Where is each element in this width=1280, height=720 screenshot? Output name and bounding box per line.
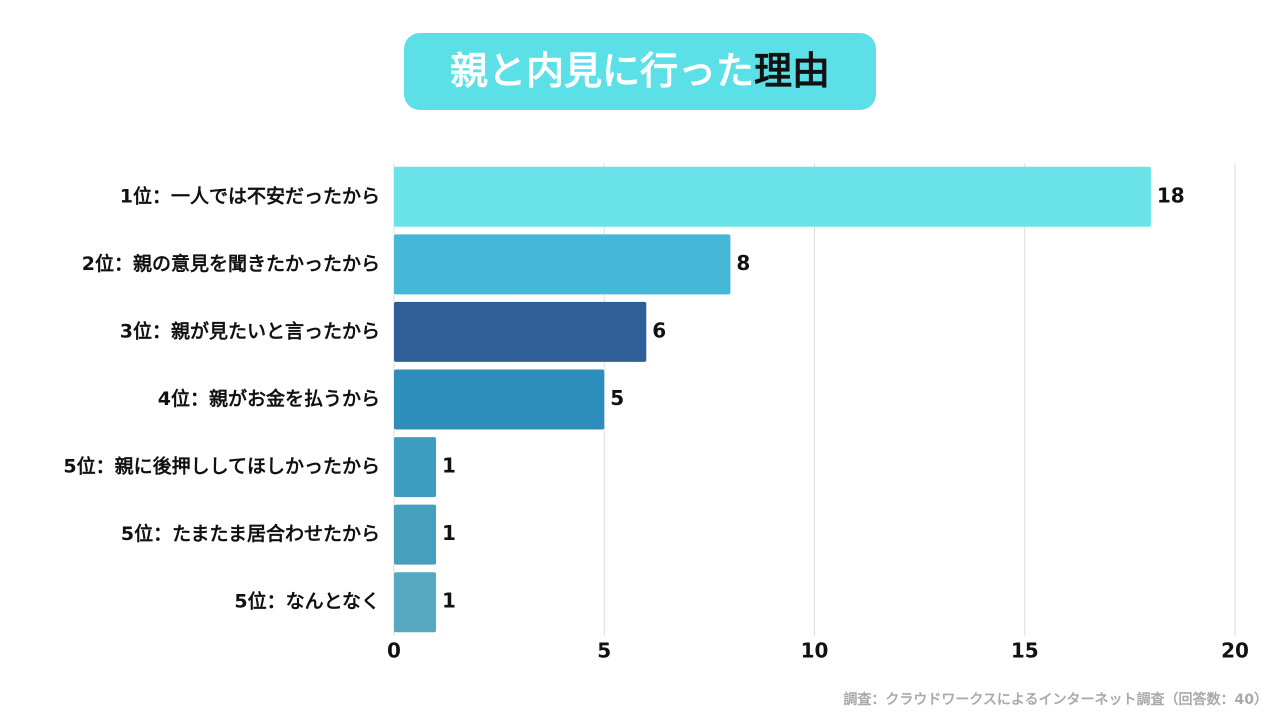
- y-tick-label: 1位：一人では不安だったから: [120, 184, 380, 207]
- bar: [394, 369, 605, 430]
- x-tick-label: 0: [387, 639, 401, 663]
- y-tick-label: 5位：親に後押ししてほしかったから: [63, 455, 380, 478]
- x-tick-label: 10: [801, 639, 829, 663]
- value-label: 6: [652, 318, 666, 342]
- value-label: 18: [1157, 183, 1185, 207]
- x-tick-label: 15: [1011, 639, 1039, 663]
- y-tick-label: 3位：親が見たいと言ったから: [120, 319, 380, 342]
- bar: [394, 301, 647, 362]
- bar: [394, 166, 1151, 227]
- bar: [394, 504, 437, 565]
- title-part: 理由: [754, 49, 830, 93]
- value-label: 1: [442, 589, 456, 613]
- title-part: 親と内見に行った: [450, 49, 754, 93]
- bar: [394, 572, 437, 633]
- bar: [394, 437, 437, 498]
- x-tick-label: 20: [1221, 639, 1249, 663]
- y-tick-label: 2位：親の意見を聞きたかったから: [82, 252, 380, 275]
- value-label: 1: [442, 521, 456, 545]
- title-box: [404, 33, 876, 110]
- value-label: 8: [736, 251, 750, 275]
- bar: [394, 234, 731, 295]
- value-label: 1: [442, 454, 456, 478]
- value-label: 5: [610, 386, 624, 410]
- y-tick-label: 5位：たまたま居合わせたから: [121, 522, 380, 545]
- y-tick-label: 4位：親がお金を払うから: [158, 387, 380, 410]
- x-tick-label: 5: [597, 639, 611, 663]
- chart-title: 親と内見に行った理由: [450, 49, 830, 93]
- y-tick-label: 5位：なんとなく: [234, 590, 380, 613]
- source-note: 調査：クラウドワークスによるインターネット調査（回答数：40）: [843, 691, 1268, 708]
